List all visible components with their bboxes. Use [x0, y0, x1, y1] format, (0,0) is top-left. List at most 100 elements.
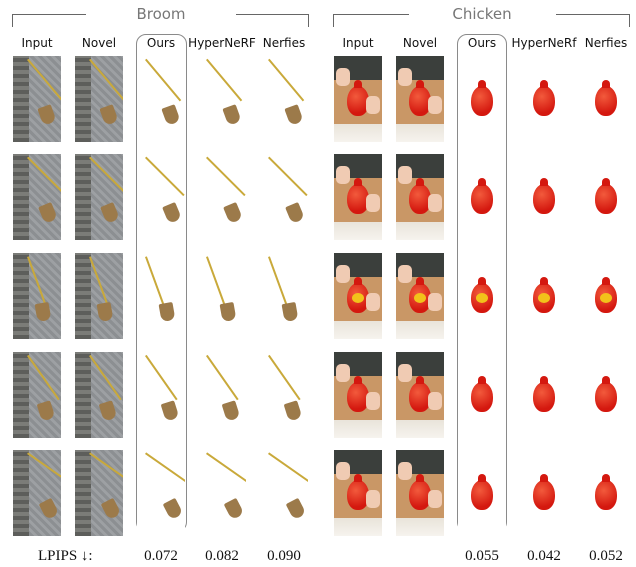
group-rule	[12, 14, 86, 15]
broom-thumbnail	[198, 253, 246, 339]
hand	[336, 166, 350, 184]
chicken-toy	[471, 376, 493, 412]
chicken-egg	[476, 293, 488, 303]
chicken-thumbnail	[396, 352, 444, 438]
chicken-toy	[533, 376, 555, 412]
lpips-chicken-hypernerf: 0.042	[527, 548, 561, 564]
broom-thumbnail	[198, 352, 246, 438]
broom-handle	[145, 354, 178, 401]
broom-thumbnail	[260, 352, 308, 438]
chicken-thumbnail	[582, 56, 630, 142]
chicken-toy	[347, 80, 369, 116]
broom-handle	[27, 354, 60, 401]
chicken-thumbnail	[458, 450, 506, 536]
hand	[336, 68, 350, 86]
broom-handle	[268, 156, 308, 197]
broom-handle	[27, 452, 61, 485]
broom-bristles	[284, 104, 304, 126]
chicken-thumbnail	[582, 253, 630, 339]
lpips-broom-nerfies: 0.090	[267, 548, 301, 564]
chicken-egg	[538, 293, 550, 303]
chicken-toy	[347, 376, 369, 412]
chicken-thumbnail	[334, 56, 382, 142]
chicken-toy	[409, 474, 431, 510]
broom-handle	[268, 256, 289, 308]
broom-bristles	[223, 497, 245, 521]
group-rule	[333, 14, 409, 15]
broom-handle	[145, 452, 185, 485]
chicken-thumbnail	[396, 253, 444, 339]
hand	[366, 194, 380, 212]
col-header-novel: Novel	[81, 36, 117, 50]
chicken-thumbnail	[520, 450, 568, 536]
broom-bristles	[96, 301, 114, 323]
broom-handle	[206, 452, 246, 485]
hand	[398, 265, 412, 283]
chicken-thumbnail	[520, 154, 568, 240]
broom-thumbnail	[13, 450, 61, 536]
broom-thumbnail	[198, 56, 246, 142]
broom-handle	[145, 256, 166, 308]
chicken-toy	[347, 474, 369, 510]
broom-thumbnail	[260, 154, 308, 240]
broom-bristles	[161, 104, 181, 126]
chicken-egg	[414, 293, 426, 303]
broom-handle	[206, 256, 227, 308]
chicken-egg	[600, 293, 612, 303]
broom-thumbnail	[13, 154, 61, 240]
broom-bristles	[219, 301, 237, 323]
broom-handle	[89, 256, 110, 308]
hand	[366, 293, 380, 311]
hand	[336, 364, 350, 382]
broom-handle	[27, 156, 61, 197]
group-rule	[556, 14, 630, 15]
col-header-hypernerf: HyperNeRf	[511, 36, 577, 50]
broom-bristles	[283, 400, 303, 422]
hand	[398, 462, 412, 480]
broom-thumbnail	[260, 253, 308, 339]
lpips-chicken-nerfies: 0.052	[589, 548, 623, 564]
broom-thumbnail	[137, 154, 185, 240]
broom-title: Broom	[136, 5, 186, 23]
col-header-nerfies: Nerfies	[584, 36, 628, 50]
broom-handle	[206, 58, 243, 102]
broom-handle	[89, 156, 123, 197]
broom-handle	[145, 156, 185, 197]
lpips-label: LPIPS ↓:	[38, 548, 93, 564]
hand	[398, 364, 412, 382]
group-rule-tick	[629, 14, 630, 27]
broom-bristles	[38, 497, 60, 521]
chicken-thumbnail	[334, 154, 382, 240]
chicken-thumbnail	[334, 450, 382, 536]
hand	[428, 96, 442, 114]
broom-handle	[268, 58, 305, 102]
chicken-thumbnail	[334, 352, 382, 438]
broom-bristles	[222, 104, 242, 126]
col-header-novel: Novel	[402, 36, 438, 50]
broom-thumbnail	[137, 450, 185, 536]
hand	[428, 194, 442, 212]
chicken-toy	[595, 80, 617, 116]
broom-bristles	[37, 104, 57, 126]
broom-handle	[27, 58, 61, 102]
broom-bristles	[100, 202, 120, 224]
chicken-thumbnail	[396, 154, 444, 240]
chicken-toy	[409, 178, 431, 214]
broom-thumbnail	[13, 253, 61, 339]
broom-handle	[268, 452, 308, 485]
chicken-thumbnail	[520, 253, 568, 339]
hand	[398, 68, 412, 86]
hand	[366, 392, 380, 410]
broom-thumbnail	[75, 154, 123, 240]
broom-thumbnail	[75, 450, 123, 536]
chicken-toy	[409, 80, 431, 116]
lpips-broom-hypernerf: 0.082	[205, 548, 239, 564]
broom-thumbnail	[260, 56, 308, 142]
broom-handle	[206, 156, 246, 197]
chicken-toy	[347, 178, 369, 214]
broom-thumbnail	[198, 154, 246, 240]
chicken-thumbnail	[582, 450, 630, 536]
chicken-thumbnail	[458, 352, 506, 438]
broom-bristles	[285, 497, 307, 521]
broom-thumbnail	[75, 56, 123, 142]
